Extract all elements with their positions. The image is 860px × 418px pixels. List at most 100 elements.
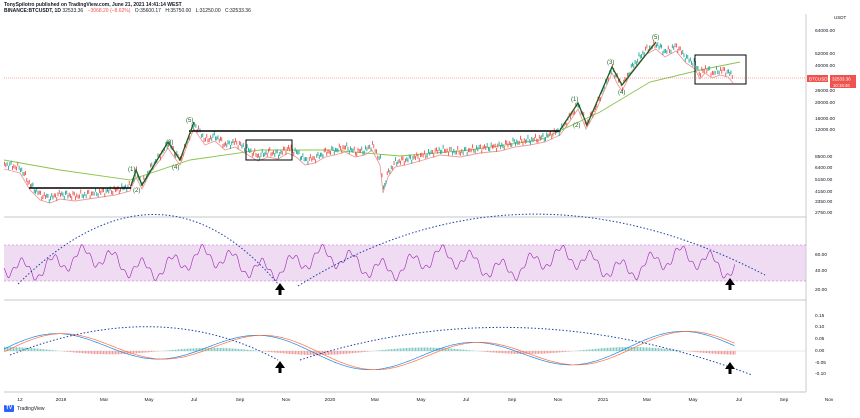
macd-histogram-bar <box>461 349 463 351</box>
candle <box>278 154 279 159</box>
candle <box>336 148 338 153</box>
macd-histogram-bar <box>647 347 649 351</box>
macd-histogram-bar <box>382 350 383 351</box>
candle <box>217 135 219 140</box>
candle <box>623 79 625 84</box>
candle <box>274 153 276 157</box>
wave-label-5-2021: (5) <box>652 35 659 41</box>
macd-histogram-bar <box>389 349 391 351</box>
macd-axis-label: 0.05 <box>815 336 825 342</box>
macd-histogram-bar <box>659 348 661 351</box>
candle <box>203 138 205 142</box>
candle <box>353 146 355 151</box>
candle <box>392 166 394 171</box>
macd-histogram-bar <box>653 347 655 351</box>
candle <box>386 171 388 176</box>
candle <box>168 143 169 147</box>
consolidation-box-2019[interactable] <box>245 139 293 161</box>
macd-histogram-bar <box>460 349 461 351</box>
macd-histogram-bar <box>244 349 245 351</box>
candle <box>128 181 130 185</box>
time-label: Sep <box>780 397 789 403</box>
macd-histogram-bar <box>521 351 523 354</box>
time-label: Jul <box>736 397 742 403</box>
macd-histogram-bar <box>169 350 170 351</box>
macd-histogram-bar <box>590 349 592 351</box>
macd-histogram-bar <box>547 351 548 354</box>
candle <box>35 189 36 194</box>
candle <box>624 77 626 82</box>
candle <box>83 194 84 199</box>
macd-histogram-bar <box>235 348 236 351</box>
candle <box>302 153 304 158</box>
time-label: Jul <box>463 397 469 403</box>
candle <box>13 164 15 169</box>
impulse-wave-2019[interactable] <box>130 121 195 187</box>
candle <box>454 150 456 155</box>
candle <box>378 156 380 161</box>
rsi-arc-2020-2021[interactable] <box>297 213 766 287</box>
macd-histogram-bar <box>13 347 14 351</box>
candle <box>403 161 405 166</box>
time-label: Sep <box>236 397 245 403</box>
macd-histogram-bar <box>154 351 155 352</box>
time-label: 2019 <box>56 397 67 403</box>
macd-histogram-bar <box>434 347 436 351</box>
candle <box>518 140 520 145</box>
candle <box>116 187 118 192</box>
macd-histogram-bar <box>502 351 503 354</box>
candle <box>705 65 706 70</box>
candle <box>56 197 58 202</box>
price-label: 6400.00 <box>815 165 833 171</box>
candle <box>313 156 315 161</box>
candle <box>490 142 492 147</box>
candle <box>130 184 131 189</box>
impulse-wave-2021[interactable] <box>559 41 657 131</box>
macd-histogram-bar <box>52 350 53 351</box>
candle <box>551 135 553 140</box>
macd-histogram-bar <box>119 351 121 355</box>
candle <box>315 159 316 164</box>
candle <box>508 140 510 145</box>
candle <box>558 132 560 136</box>
candle <box>279 152 281 156</box>
candle <box>417 154 419 159</box>
macd-histogram-bar <box>608 347 610 351</box>
macd-histogram-bar <box>404 348 406 351</box>
macd-histogram-bar <box>11 347 13 351</box>
candle <box>244 147 245 152</box>
candle <box>153 161 155 166</box>
macd-histogram-bar <box>247 349 248 351</box>
candle <box>335 147 336 152</box>
macd-histogram-bar <box>125 351 127 354</box>
macd-histogram-bar <box>115 351 116 355</box>
macd-histogram-bar <box>40 348 41 351</box>
macd-histogram-bar <box>124 351 125 354</box>
macd-histogram-bar <box>139 351 140 353</box>
last-time-value: 10:18:46 <box>833 83 850 88</box>
macd-histogram-bar <box>299 351 301 355</box>
macd-histogram-bar <box>491 351 493 353</box>
macd-histogram-bar <box>266 351 268 352</box>
candle <box>681 50 682 55</box>
macd-histogram-bar <box>191 348 193 351</box>
candle <box>412 155 414 160</box>
consolidation-box-2021[interactable] <box>694 54 747 85</box>
candle <box>722 66 724 71</box>
macd-histogram-bar <box>173 349 175 351</box>
macd-histogram-bar <box>211 347 212 351</box>
candle <box>91 191 92 196</box>
candle <box>610 69 612 74</box>
macd-histogram-bar <box>551 351 553 353</box>
candle <box>218 138 220 143</box>
candle <box>200 134 202 138</box>
candle <box>662 51 664 55</box>
candle <box>189 136 191 141</box>
candle <box>360 148 361 153</box>
macd-histogram-bar <box>347 351 349 354</box>
macd-arc-2019[interactable] <box>9 326 279 361</box>
candle <box>474 149 476 154</box>
candle <box>88 189 90 194</box>
macd-histogram-bar <box>419 347 421 351</box>
